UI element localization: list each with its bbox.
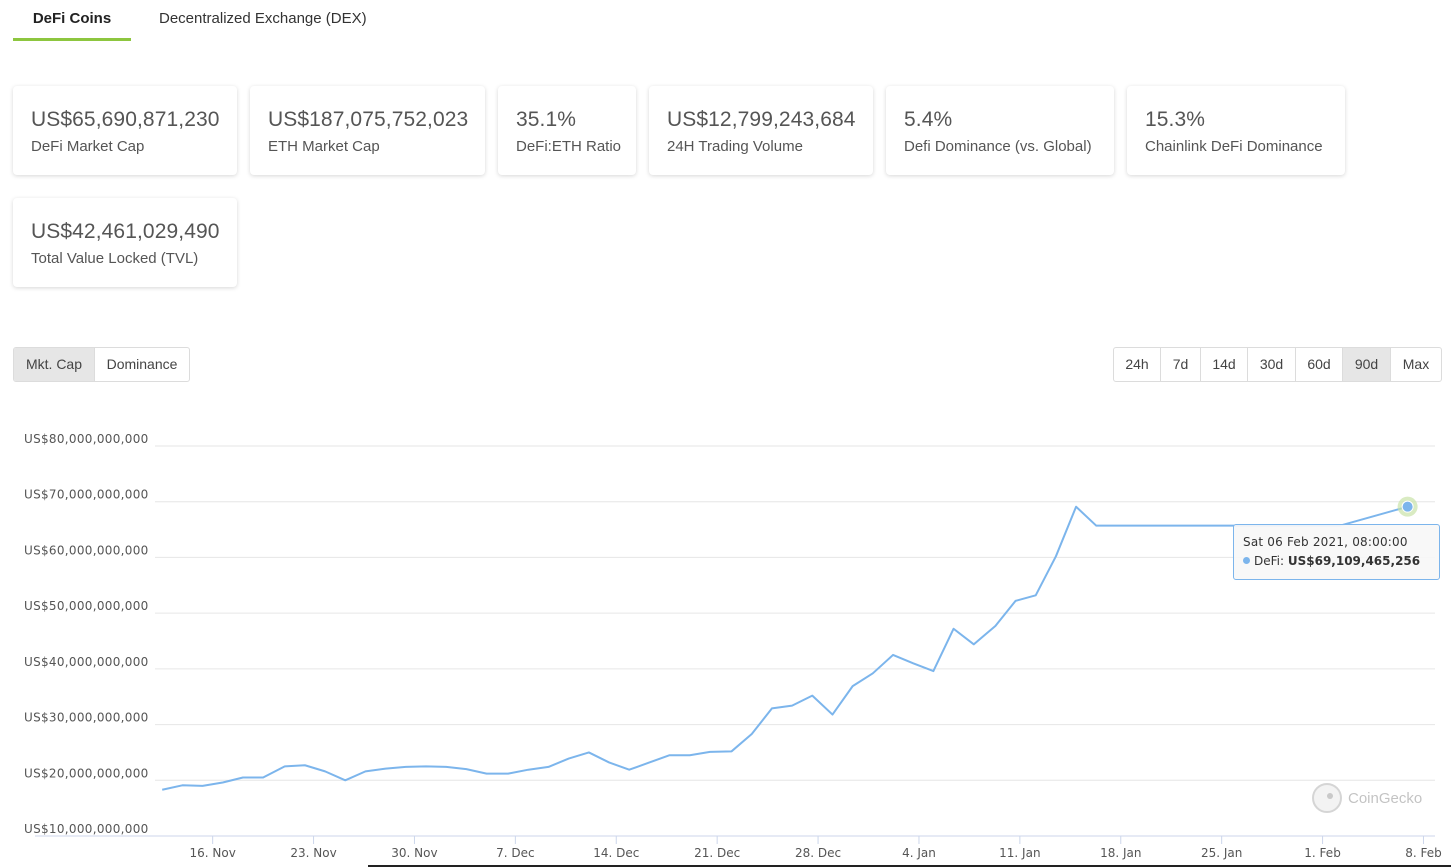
x-tick-label-11: 1. Feb	[1304, 846, 1341, 860]
y-tick-label-7: US$10,000,000,000	[24, 822, 149, 836]
stat-value: 5.4%	[904, 108, 953, 131]
x-tick-label-10: 25. Jan	[1201, 846, 1242, 860]
stat-label: DeFi:ETH Ratio	[516, 138, 622, 155]
y-tick-label-0: US$80,000,000,000	[24, 432, 149, 446]
x-tick-label-8: 11. Jan	[999, 846, 1040, 860]
y-tick-label-4: US$40,000,000,000	[24, 655, 149, 669]
highlight-marker	[1397, 496, 1418, 517]
tooltip-row: DeFi: US$69,109,465,256	[1243, 554, 1439, 568]
x-tick-label-5: 21. Dec	[694, 846, 740, 860]
range-7d-button[interactable]: 7d	[1161, 348, 1201, 381]
stat-card-defi-eth-ratio: 35.1% DeFi:ETH Ratio	[498, 86, 636, 175]
range-14d-button[interactable]: 14d	[1201, 348, 1248, 381]
range-60d-button[interactable]: 60d	[1296, 348, 1343, 381]
tooltip-value: US$69,109,465,256	[1287, 554, 1421, 568]
stat-label: Defi Dominance (vs. Global)	[904, 138, 1092, 155]
y-tick-label-5: US$30,000,000,000	[24, 711, 149, 725]
x-tick-label-3: 7. Dec	[496, 846, 534, 860]
stat-label: ETH Market Cap	[268, 138, 380, 155]
highlight-halo	[1397, 496, 1418, 517]
series-defi	[161, 505, 1408, 791]
range-90d-button[interactable]: 90d	[1343, 348, 1391, 381]
stat-card-defi-dominance: 5.4% Defi Dominance (vs. Global)	[886, 86, 1114, 175]
credit-text: CoinGecko	[1348, 789, 1423, 807]
x-tick-label-9: 18. Jan	[1100, 846, 1141, 860]
tab-dex[interactable]: Decentralized Exchange (DEX)	[159, 10, 367, 27]
y-axis-labels: US$80,000,000,000 US$70,000,000,000 US$60,…	[24, 432, 149, 836]
y-tick-label-3: US$50,000,000,000	[24, 599, 149, 613]
range-max-button[interactable]: Max	[1402, 356, 1430, 372]
mkt-cap-button[interactable]: Mkt. Cap	[14, 348, 95, 381]
x-tick-label-1: 23. Nov	[290, 846, 336, 860]
stat-card-trading-volume: US$12,799,243,684 24H Trading Volume	[649, 86, 873, 175]
stat-value: US$12,799,243,684	[667, 108, 856, 131]
stat-card-eth-market-cap: US$187,075,752,023 ETH Market Cap	[250, 86, 485, 175]
bottom-edge	[0, 860, 1451, 867]
y-tick-label-2: US$60,000,000,000	[24, 543, 149, 557]
series-dot-icon	[1243, 557, 1250, 564]
stat-label: DeFi Market Cap	[31, 138, 145, 155]
stat-card-chainlink-dominance: 15.3% Chainlink DeFi Dominance	[1127, 86, 1345, 175]
series-line-defi	[161, 505, 1408, 791]
x-tick-label-6: 28. Dec	[795, 846, 841, 860]
tooltip-date: Sat 06 Feb 2021, 08:00:00	[1243, 535, 1408, 549]
gridlines	[155, 445, 1435, 781]
chart-tooltip: Sat 06 Feb 2021, 08:00:00 DeFi: US$69,10…	[1233, 524, 1440, 580]
tab-defi-coins[interactable]: DeFi Coins	[13, 0, 131, 41]
tab-bar: DeFi Coins Decentralized Exchange (DEX)	[13, 0, 367, 41]
chart-type-toggle: Mkt. Cap Dominance	[13, 347, 190, 382]
x-tick-label-4: 14. Dec	[593, 846, 639, 860]
x-tick-label-12: 8. Feb	[1405, 846, 1442, 860]
stat-value: US$65,690,871,230	[31, 108, 220, 131]
range-selector: 24h 7d 14d 30d 60d 90d Max	[1113, 347, 1442, 382]
stat-card-tvl: US$42,461,029,490 Total Value Locked (TV…	[13, 198, 237, 287]
stat-card-defi-market-cap: US$65,690,871,230 DeFi Market Cap	[13, 86, 237, 175]
x-tick-label-2: 30. Nov	[391, 846, 437, 860]
stat-value: 35.1%	[516, 108, 577, 131]
coingecko-credit[interactable]: CoinGecko	[1312, 783, 1422, 813]
dominance-button[interactable]: Dominance	[106, 356, 178, 372]
x-axis: 16. Nov 23. Nov 30. Nov 7. Dec 14. Dec 21. De…	[35, 835, 1442, 860]
stat-value: US$42,461,029,490	[31, 220, 220, 243]
x-tick-label-0: 16. Nov	[189, 846, 235, 860]
range-30d-button[interactable]: 30d	[1248, 348, 1296, 381]
stat-label: 24H Trading Volume	[667, 138, 803, 155]
stat-value: US$187,075,752,023	[268, 108, 469, 131]
y-tick-label-6: US$20,000,000,000	[24, 766, 149, 780]
highlight-point	[1401, 500, 1414, 513]
stat-value: 15.3%	[1145, 108, 1206, 131]
tooltip-series: DeFi:	[1254, 554, 1285, 568]
y-tick-label-1: US$70,000,000,000	[24, 488, 149, 502]
range-24h-button[interactable]: 24h	[1114, 348, 1161, 381]
x-tick-label-7: 4. Jan	[902, 846, 936, 860]
stat-label: Chainlink DeFi Dominance	[1145, 138, 1323, 155]
stat-label: Total Value Locked (TVL)	[31, 250, 199, 267]
coingecko-logo-icon	[1312, 783, 1342, 813]
